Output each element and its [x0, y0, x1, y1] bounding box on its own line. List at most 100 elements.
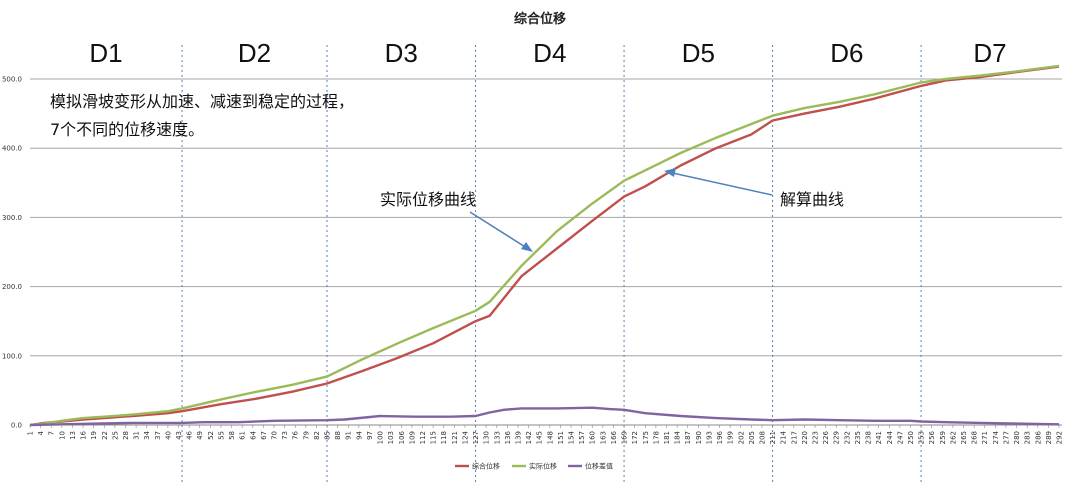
- x-tick-label: 70: [270, 431, 278, 440]
- x-tick-label: 64: [249, 430, 257, 439]
- arrow-actual: [469, 211, 531, 251]
- arrow-solved-head: [664, 168, 676, 177]
- x-tick-label: 91: [345, 431, 353, 440]
- phase-label: D6: [830, 38, 863, 68]
- series-line: [29, 65, 1060, 427]
- phase-label: D7: [973, 38, 1006, 68]
- x-tick-label: 244: [886, 430, 894, 444]
- note-line-2: 7个不同的位移速度。: [50, 120, 204, 139]
- series-line: [29, 64, 1060, 427]
- x-tick-label: 34: [143, 430, 151, 439]
- x-tick-label: 163: [599, 431, 607, 444]
- x-tick-label: 223: [812, 431, 820, 444]
- x-tick-label: 148: [546, 431, 554, 444]
- x-tick-label: 154: [568, 430, 576, 444]
- y-tick-label: 0.0: [11, 422, 22, 430]
- x-tick-label: 271: [981, 431, 989, 444]
- arrow-label-actual: 实际位移曲线: [380, 190, 476, 209]
- x-tick-label: 289: [1045, 431, 1053, 444]
- x-tick-label: 256: [928, 430, 936, 444]
- x-tick-label: 181: [663, 431, 671, 444]
- x-tick-label: 238: [865, 431, 873, 444]
- x-tick-label: 31: [133, 431, 141, 440]
- x-tick-label: 37: [154, 431, 162, 440]
- x-tick-label: 118: [440, 431, 448, 444]
- x-tick-label: 268: [971, 431, 979, 444]
- x-tick-label: 241: [875, 431, 883, 444]
- arrow-actual-head: [521, 242, 533, 252]
- x-tick-label: 265: [960, 431, 968, 444]
- x-tick-label: 82: [313, 431, 321, 440]
- x-tick-label: 22: [101, 431, 109, 440]
- x-tick-label: 94: [355, 430, 363, 439]
- x-tick-label: 115: [430, 431, 438, 444]
- y-tick-label: 100.0: [2, 352, 22, 360]
- x-tick-label: 277: [1002, 431, 1010, 444]
- x-tick-label: 292: [1056, 431, 1064, 444]
- x-tick-label: 106: [398, 430, 406, 444]
- x-tick-label: 280: [1013, 431, 1021, 444]
- x-tick-label: 124: [461, 430, 469, 444]
- x-tick-label: 160: [589, 431, 597, 444]
- x-tick-label: 166: [610, 430, 618, 444]
- x-tick-label: 187: [684, 431, 692, 444]
- x-tick-label: 43: [175, 431, 183, 440]
- series-line: [29, 406, 1060, 427]
- y-tick-label: 500.0: [2, 76, 22, 84]
- x-tick-label: 19: [90, 431, 98, 440]
- x-tick-label: 121: [451, 431, 459, 444]
- x-tick-label: 202: [737, 431, 745, 444]
- x-tick-label: 253: [918, 431, 926, 444]
- x-tick-label: 55: [217, 431, 225, 440]
- x-tick-label: 235: [854, 431, 862, 444]
- x-tick-label: 247: [896, 431, 904, 444]
- y-axis: 0.0 100.0 200.0 300.0 400.0 500.0: [2, 76, 22, 430]
- phase-dividers: D1 D2 D3 D4 D5 D6 D7: [89, 38, 1007, 484]
- x-tick-label: 199: [727, 431, 735, 444]
- x-tick-label: 142: [525, 431, 533, 444]
- x-tick-label: 88: [334, 431, 342, 440]
- x-tick-label: 172: [631, 431, 639, 444]
- x-tick-label: 217: [790, 431, 798, 444]
- arrow-solved: [667, 171, 773, 196]
- x-tick-label: 46: [186, 430, 194, 439]
- x-tick-label: 103: [387, 431, 395, 444]
- phase-label: D2: [238, 38, 271, 68]
- x-tick-label: 136: [504, 430, 512, 444]
- x-tick-label: 139: [514, 431, 522, 444]
- x-tick-label: 157: [578, 431, 586, 444]
- x-tick-label: 112: [419, 431, 427, 444]
- x-tick-label: 85: [324, 431, 332, 440]
- chart-title: 综合位移: [514, 11, 566, 27]
- x-tick-label: 169: [621, 431, 629, 444]
- x-tick-label: 10: [58, 431, 66, 440]
- x-tick-label: 175: [642, 431, 650, 444]
- x-tick-label: 232: [843, 431, 851, 444]
- x-tick-label: 52: [207, 431, 215, 440]
- x-tick-label: 145: [536, 431, 544, 444]
- x-tick-label: 7: [48, 431, 56, 435]
- x-tick-label: 25: [111, 431, 119, 440]
- x-tick-label: 40: [164, 431, 172, 440]
- x-tick-label: 73: [281, 431, 289, 440]
- x-tick-label: 49: [196, 431, 204, 440]
- x-tick-label: 79: [302, 431, 310, 440]
- phase-label: D1: [89, 38, 122, 68]
- x-tick-label: 76: [292, 430, 300, 439]
- x-tick-label: 250: [907, 431, 915, 444]
- note-line-1: 模拟滑坡变形从加速、减速到稳定的过程，: [50, 92, 354, 111]
- x-tick-label: 100: [377, 431, 385, 444]
- x-tick-label: 196: [716, 430, 724, 444]
- x-tick-label: 226: [822, 430, 830, 444]
- x-tick-label: 61: [239, 431, 247, 440]
- annotations: 模拟滑坡变形从加速、减速到稳定的过程， 7个不同的位移速度。 实际位移曲线 解算…: [50, 92, 844, 252]
- y-tick-label: 200.0: [2, 283, 22, 291]
- x-tick-label: 193: [705, 431, 713, 444]
- x-tick-label: 1: [27, 431, 35, 435]
- x-tick-label: 274: [992, 430, 1000, 444]
- legend-label: 实际位移: [529, 462, 557, 471]
- phase-label: D3: [385, 38, 418, 68]
- x-tick-label: 127: [472, 431, 480, 444]
- x-tick-label: 229: [833, 431, 841, 444]
